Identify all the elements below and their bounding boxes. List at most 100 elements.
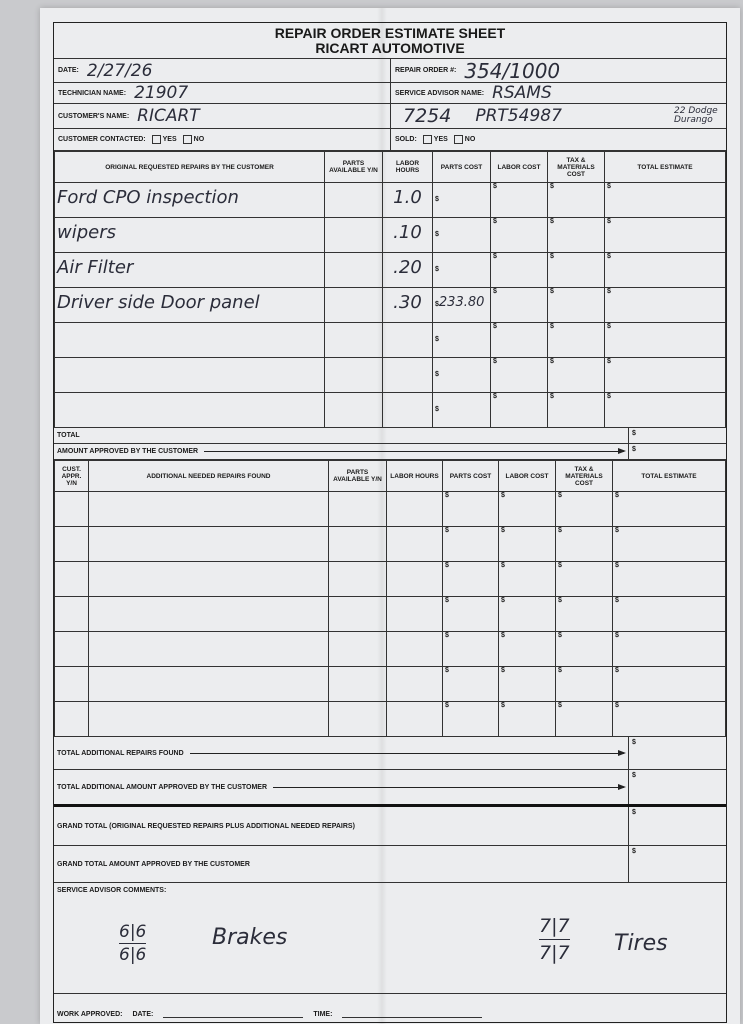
grand-total-value: $ bbox=[628, 807, 726, 845]
contacted-yes-checkbox[interactable] bbox=[151, 135, 161, 144]
total-estimate-cell: $ bbox=[612, 701, 726, 737]
currency-sign: $ bbox=[615, 492, 619, 499]
advisor-label: SERVICE ADVISOR NAME: bbox=[395, 89, 485, 97]
total-estimate-cell: $ bbox=[604, 252, 726, 288]
currency-sign: $ bbox=[435, 231, 439, 238]
labor-cost-cell: $ bbox=[498, 561, 556, 597]
currency-sign: $ bbox=[615, 562, 619, 569]
contacted-no-checkbox[interactable] bbox=[182, 135, 192, 144]
contacted-label: CUSTOMER CONTACTED: bbox=[58, 136, 146, 143]
cust-approval-cell bbox=[54, 701, 89, 737]
currency-sign: $ bbox=[445, 527, 449, 534]
work-date-field[interactable] bbox=[163, 1016, 304, 1018]
labor-hours-cell bbox=[386, 701, 443, 737]
labor-hours-cell bbox=[386, 526, 443, 562]
tax-cost-cell: $ bbox=[547, 217, 605, 253]
additional-repair-cell bbox=[88, 561, 329, 597]
currency-sign: $ bbox=[615, 527, 619, 534]
column-header: PARTS COST bbox=[442, 460, 499, 492]
grand-approved-label: GRAND TOTAL AMOUNT APPROVED BY THE CUSTO… bbox=[57, 860, 250, 868]
currency-sign: $ bbox=[493, 358, 497, 365]
repair-description-cell bbox=[54, 322, 325, 358]
repair-description: Ford CPO inspection bbox=[57, 187, 239, 208]
currency-sign: $ bbox=[445, 492, 449, 499]
repair-description-cell bbox=[54, 357, 325, 393]
column-header: CUST. APPR. Y/N bbox=[54, 460, 89, 492]
parts-available-cell bbox=[324, 287, 383, 323]
currency-sign: $ bbox=[550, 218, 554, 225]
parts-cost-cell: $ bbox=[442, 701, 499, 737]
form-title: REPAIR ORDER ESTIMATE SHEET RICART AUTOM… bbox=[54, 23, 726, 59]
currency-sign: $ bbox=[445, 597, 449, 604]
repair-order-label: REPAIR ORDER #: bbox=[395, 67, 457, 74]
additional-repair-cell bbox=[88, 666, 329, 702]
parts-cost-cell: $233.80 bbox=[432, 287, 491, 323]
parts-available-cell bbox=[328, 491, 387, 527]
sold-yes-checkbox[interactable] bbox=[422, 135, 432, 144]
currency-sign: $ bbox=[501, 632, 505, 639]
table-row: $ $ $ $ bbox=[54, 631, 726, 667]
labor-cost-cell: $ bbox=[490, 252, 548, 288]
cust-approval-cell bbox=[54, 561, 89, 597]
tax-cost-cell: $ bbox=[555, 596, 613, 632]
table-row: $ $ $ $ bbox=[54, 596, 726, 632]
labor-cost-cell: $ bbox=[490, 287, 548, 323]
parts-available-cell bbox=[324, 252, 383, 288]
table-row: wipers .10 $ $ $ $ bbox=[54, 217, 726, 253]
total-estimate-cell: $ bbox=[604, 322, 726, 358]
cust-approval-cell bbox=[54, 596, 89, 632]
total-estimate-cell: $ bbox=[604, 357, 726, 393]
currency-sign: $ bbox=[435, 266, 439, 273]
labor-cost-cell: $ bbox=[490, 322, 548, 358]
total-estimate-cell: $ bbox=[612, 666, 726, 702]
work-date-label: DATE: bbox=[132, 1011, 154, 1018]
total-row: TOTAL $ bbox=[54, 428, 726, 444]
tax-cost-cell: $ bbox=[555, 561, 613, 597]
tires-front-measure: 7|7 bbox=[539, 915, 570, 937]
tax-cost-cell: $ bbox=[555, 666, 613, 702]
labor-cost-cell: $ bbox=[498, 631, 556, 667]
currency-sign: $ bbox=[445, 632, 449, 639]
currency-sign: $ bbox=[501, 562, 505, 569]
parts-available-cell bbox=[324, 392, 383, 428]
additional-found-value: $ bbox=[628, 737, 726, 769]
additional-repair-cell bbox=[88, 526, 329, 562]
parts-cost-cell: $ bbox=[442, 666, 499, 702]
labor-cost-cell: $ bbox=[490, 357, 548, 393]
company-name: RICART AUTOMOTIVE bbox=[315, 40, 465, 56]
currency-sign: $ bbox=[607, 288, 611, 295]
labor-hours-cell bbox=[386, 561, 443, 597]
total-estimate-cell: $ bbox=[612, 491, 726, 527]
currency-sign: $ bbox=[550, 288, 554, 295]
column-header: TAX & MATERIALS COST bbox=[555, 460, 613, 492]
repair-description: wipers bbox=[57, 222, 117, 243]
currency-sign: $ bbox=[501, 597, 505, 604]
cust-approval-cell bbox=[54, 491, 89, 527]
date-label: DATE: bbox=[58, 67, 79, 74]
currency-sign: $ bbox=[550, 358, 554, 365]
work-approved-label: WORK APPROVED: bbox=[57, 1011, 123, 1018]
labor-cost-cell: $ bbox=[498, 596, 556, 632]
comments-label: SERVICE ADVISOR COMMENTS: bbox=[57, 887, 167, 894]
technician-value: 21907 bbox=[134, 83, 189, 103]
work-time-field[interactable] bbox=[342, 1016, 483, 1018]
labor-hours-cell bbox=[386, 596, 443, 632]
currency-sign: $ bbox=[550, 393, 554, 400]
additional-repair-cell bbox=[88, 701, 329, 737]
currency-sign: $ bbox=[501, 667, 505, 674]
total-estimate-cell: $ bbox=[604, 182, 726, 218]
labor-hours-cell bbox=[386, 631, 443, 667]
sold-no-checkbox[interactable] bbox=[453, 135, 463, 144]
currency-sign: $ bbox=[445, 702, 449, 709]
parts-available-cell bbox=[328, 561, 387, 597]
tax-cost-cell: $ bbox=[547, 182, 605, 218]
column-header: ADDITIONAL NEEDED REPAIRS FOUND bbox=[88, 460, 329, 492]
column-header: LABOR COST bbox=[498, 460, 556, 492]
currency-sign: $ bbox=[501, 702, 505, 709]
parts-cost-cell: $ bbox=[432, 322, 491, 358]
tax-cost-cell: $ bbox=[555, 701, 613, 737]
date-row: DATE: 2/27/26 REPAIR ORDER #: 354/1000 bbox=[54, 59, 726, 83]
parts-cost-cell: $ bbox=[432, 392, 491, 428]
additional-approved-row: TOTAL ADDITIONAL AMOUNT APPROVED BY THE … bbox=[54, 770, 726, 807]
currency-sign: $ bbox=[501, 492, 505, 499]
